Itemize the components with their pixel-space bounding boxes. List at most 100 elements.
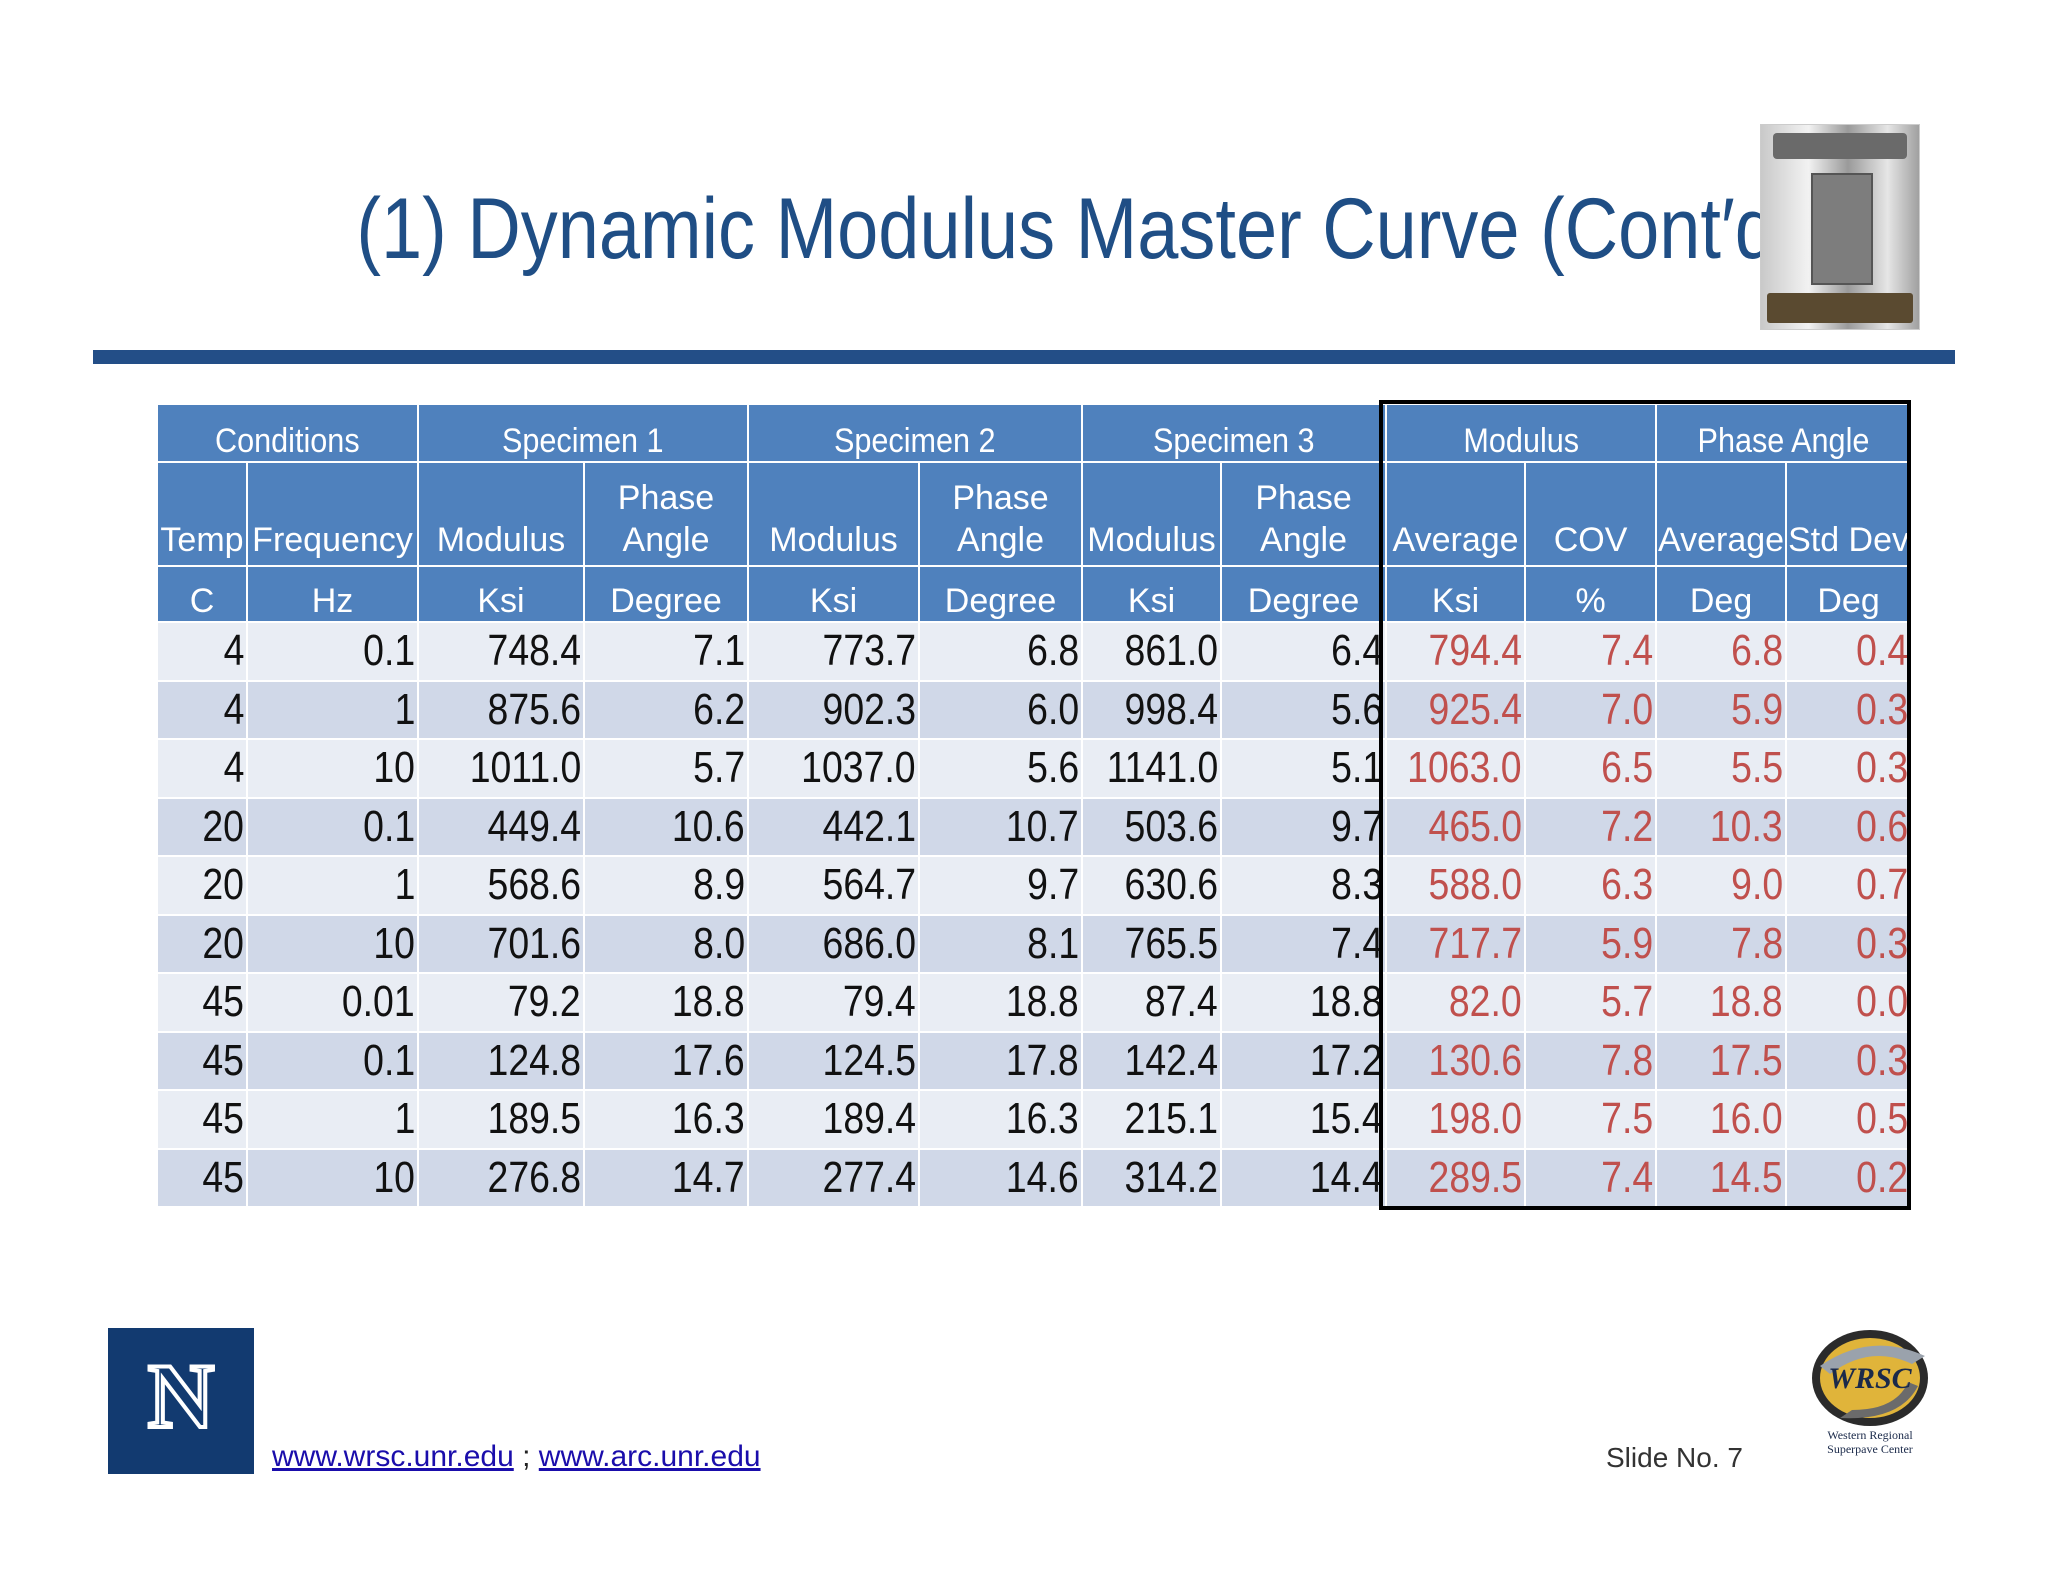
column-header-line2: COV — [1553, 521, 1628, 559]
column-header-line2: Modulus — [1087, 521, 1216, 559]
table-cell: 7.2 — [1524, 796, 1658, 857]
column-header: Phase Angle — [918, 461, 1084, 567]
unit-header: Degree — [918, 565, 1084, 623]
table-cell: 794.4 — [1385, 621, 1527, 682]
table-cell: 8.3 — [1220, 855, 1388, 916]
table-cell: 45 — [156, 972, 248, 1033]
table-cell: 14.5 — [1655, 1147, 1788, 1208]
unit-header: Degree — [582, 565, 750, 623]
column-header: Phase Angle — [582, 461, 750, 567]
table-cell: 8.9 — [582, 855, 750, 916]
table-cell: 0.1 — [246, 1030, 419, 1091]
table-cell: 588.0 — [1385, 855, 1527, 916]
table-cell: 8.1 — [918, 913, 1084, 974]
table-cell: 0.2 — [1785, 1147, 1913, 1208]
table-row: 45 0.01 79.2 18.8 79.4 18.8 87.4 18.8 82.0 5.7 18.… — [156, 972, 1913, 1033]
table-cell: 4 — [156, 679, 248, 740]
unit-header: Ksi — [1081, 565, 1223, 623]
table-cell: 45 — [156, 1030, 248, 1091]
column-header-line2: Modulus — [769, 521, 898, 559]
apparatus-photo — [1760, 124, 1920, 330]
table-cell: 18.8 — [918, 972, 1084, 1033]
table-cell: 45 — [156, 1147, 248, 1208]
column-header: Modulus — [417, 461, 585, 567]
column-header: Average — [1655, 461, 1788, 567]
table-cell: 18.8 — [1655, 972, 1788, 1033]
table-cell: 82.0 — [1385, 972, 1527, 1033]
column-header: Frequency — [246, 461, 419, 567]
table-cell: 902.3 — [747, 679, 921, 740]
table-cell: 14.4 — [1220, 1147, 1388, 1208]
table-cell: 7.5 — [1524, 1089, 1658, 1150]
table-cell: 6.8 — [1655, 621, 1788, 682]
table-cell: 5.9 — [1655, 679, 1788, 740]
table-cell: 45 — [156, 1089, 248, 1150]
table-cell: 79.2 — [417, 972, 585, 1033]
table-row: 20 0.1 449.4 10.6 442.1 10.7 503.6 9.7 465.0 7.2 1… — [156, 796, 1913, 857]
table-cell: 4 — [156, 621, 248, 682]
unit-header: Degree — [1220, 565, 1388, 623]
apparatus-cap — [1773, 133, 1907, 159]
table-cell: 17.6 — [582, 1030, 750, 1091]
table-cell: 79.4 — [747, 972, 921, 1033]
table-cell: 5.7 — [582, 738, 750, 799]
column-header: Modulus — [1081, 461, 1223, 567]
column-header: Average — [1385, 461, 1527, 567]
table-cell: 5.6 — [1220, 679, 1388, 740]
table-cell: 7.4 — [1524, 621, 1658, 682]
group-header: Specimen 2 — [747, 403, 1084, 463]
table-cell: 0.3 — [1785, 1030, 1913, 1091]
wrsc-link[interactable]: www.wrsc.unr.edu — [272, 1440, 514, 1473]
table-cell: 0.7 — [1785, 855, 1913, 916]
arc-link[interactable]: www.arc.unr.edu — [538, 1440, 761, 1473]
group-header: Modulus — [1385, 403, 1658, 463]
table-cell: 8.0 — [582, 913, 750, 974]
table-cell: 1063.0 — [1385, 738, 1527, 799]
table-cell: 5.9 — [1524, 913, 1658, 974]
table-cell: 189.5 — [417, 1089, 585, 1150]
table-row: 20 10 701.6 8.0 686.0 8.1 765.5 7.4 717.7 5.9 7.8 0… — [156, 913, 1913, 974]
table-row: 4 10 1011.0 5.7 1037.0 5.6 1141.0 5.1 1063.0 6.5 5… — [156, 738, 1913, 799]
apparatus-base — [1767, 293, 1913, 323]
table-cell: 6.2 — [582, 679, 750, 740]
table-cell: 289.5 — [1385, 1147, 1527, 1208]
table-cell: 7.4 — [1524, 1147, 1658, 1208]
table-cell: 6.5 — [1524, 738, 1658, 799]
table-cell: 5.5 — [1655, 738, 1788, 799]
table-cell: 0.3 — [1785, 679, 1913, 740]
unit-header-row: C Hz Ksi Degree Ksi Degree Ksi Degree Ksi% Deg Deg — [156, 565, 1913, 623]
unit-header: Ksi — [747, 565, 921, 623]
table-cell: 18.8 — [582, 972, 750, 1033]
table-cell: 10.3 — [1655, 796, 1788, 857]
table-cell: 9.0 — [1655, 855, 1788, 916]
table-cell: 1141.0 — [1081, 738, 1223, 799]
table-cell: 1 — [246, 679, 419, 740]
table-cell: 314.2 — [1081, 1147, 1223, 1208]
table-cell: 10.6 — [582, 796, 750, 857]
slide-title: (1) Dynamic Modulus Master Curve (Cont′d… — [356, 181, 1801, 277]
table-cell: 861.0 — [1081, 621, 1223, 682]
footer-links: www.wrsc.unr.edu ; www.arc.unr.edu — [272, 1440, 761, 1474]
table-cell: 215.1 — [1081, 1089, 1223, 1150]
unr-logo-letter: N — [146, 1345, 216, 1447]
group-header: Phase Angle — [1655, 403, 1913, 463]
table-cell: 701.6 — [417, 913, 585, 974]
table-cell: 20 — [156, 855, 248, 916]
table-row: 45 1 189.5 16.3 189.4 16.3 215.1 15.4 198.0 7.5 16… — [156, 1089, 1913, 1150]
table-cell: 6.3 — [1524, 855, 1658, 916]
table-cell: 16.3 — [918, 1089, 1084, 1150]
wrsc-logo-text: Western Regional Superpave Center — [1800, 1428, 1940, 1456]
unit-header: C — [156, 565, 248, 623]
column-header-line1: Phase — [617, 479, 715, 517]
table-cell: 998.4 — [1081, 679, 1223, 740]
table-cell: 773.7 — [747, 621, 921, 682]
table-cell: 925.4 — [1385, 679, 1527, 740]
group-header: Conditions — [156, 403, 419, 463]
column-header-line2: Angle — [957, 521, 1044, 559]
table-cell: 7.1 — [582, 621, 750, 682]
table-row: 4 1 875.6 6.2 902.3 6.0 998.4 5.6 925.4 7.0 5.9 0.3 — [156, 679, 1913, 740]
table-cell: 17.2 — [1220, 1030, 1388, 1091]
table-cell: 0.1 — [246, 621, 419, 682]
table-cell: 748.4 — [417, 621, 585, 682]
column-header-row: Temp Frequency Modulus Phase Angle Modulus Pha… — [156, 461, 1913, 567]
